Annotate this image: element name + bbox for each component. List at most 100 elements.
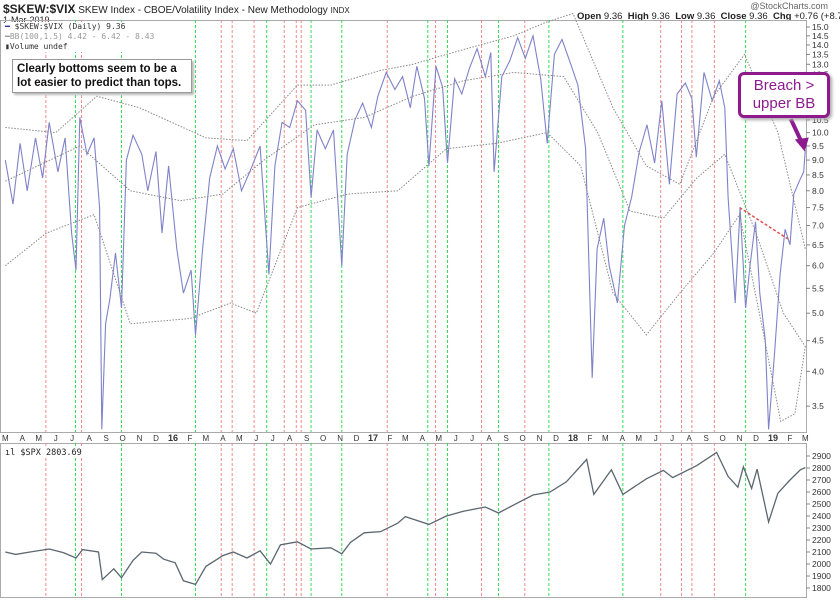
spx-y-tick-label: 2300 [812, 523, 831, 533]
spx-y-tick-label: 2200 [812, 535, 831, 545]
x-tick-label: A [220, 434, 226, 443]
x-tick-label: A [486, 434, 492, 443]
annotation-note: Clearly bottoms seem to be a lot easier … [12, 59, 192, 93]
x-tick-label: A [686, 434, 692, 443]
legend-bb-text: BB(100,1.5) 4.42 - 6.42 - 8.43 [9, 32, 155, 41]
y-tick-label: 4.0 [812, 366, 824, 376]
spx-y-tick-label: 2900 [812, 451, 831, 461]
x-tick-label: D [753, 434, 759, 443]
x-tick-label: A [420, 434, 426, 443]
chg-label: Chg [772, 11, 792, 22]
y-tick-label: 5.5 [812, 283, 824, 293]
x-tick-label: J [670, 434, 674, 443]
y-tick-label: 4.5 [812, 336, 824, 346]
spx-y-tick-label: 2700 [812, 475, 831, 485]
x-tick-label: M [435, 434, 442, 443]
y-tick-label: 10.0 [812, 128, 829, 138]
close-value: 9.36 [749, 11, 768, 22]
watermark: @StockCharts.com [750, 1, 828, 11]
x-tick-label: F [788, 434, 793, 443]
candlestick-icon: ıl [5, 448, 16, 458]
open-value: 9.36 [603, 11, 623, 22]
low-value: 9.36 [696, 11, 716, 22]
chart-title: $SKEW:$VIX SKEW Index - CBOE/Volatility … [3, 2, 350, 16]
x-tick-label: F [388, 434, 393, 443]
symbol: $SKEW:$VIX [3, 2, 76, 16]
y-tick-label: 7.5 [812, 203, 824, 213]
spx-y-tick-label: 2100 [812, 547, 831, 557]
spx-y-tick-label: 1900 [812, 571, 831, 581]
x-tick-label: 18 [568, 433, 578, 443]
spx-y-tick-label: 2800 [812, 463, 831, 473]
legend: ━ $SKEW:$VIX (Daily) 9.36 ━BB(100,1.5) 4… [5, 22, 155, 52]
legend-series-text: $SKEW:$VIX (Daily) 9.36 [14, 22, 126, 31]
bollinger-band-line [5, 12, 806, 250]
legend-bb: ━BB(100,1.5) 4.42 - 6.42 - 8.43 [5, 32, 154, 42]
x-tick-label: J [70, 434, 74, 443]
y-tick-label: 3.5 [812, 401, 824, 411]
ohlc-readout: Open 9.36 High 9.36 Low 9.36 Close 9.36 … [577, 11, 840, 22]
x-tick-label: M [2, 434, 9, 443]
y-tick-label: 6.5 [812, 240, 824, 250]
x-tick-label: D [553, 434, 559, 443]
line-swatch-icon: ━ [5, 22, 10, 31]
x-tick-label: M [635, 434, 642, 443]
bollinger-band-line [5, 71, 806, 347]
y-tick-label: 13.5 [812, 49, 829, 59]
x-tick-label: J [271, 434, 275, 443]
legend-volume: ▮Volume undef [5, 42, 154, 52]
x-tick-label: J [470, 434, 474, 443]
x-tick-label: M [802, 434, 809, 443]
x-tick-label: A [287, 434, 293, 443]
x-tick-label: N [337, 434, 343, 443]
legend-volume-text: Volume undef [9, 42, 68, 51]
y-tick-label: 9.0 [812, 155, 824, 165]
line-swatch-icon: ━ [5, 32, 10, 41]
y-tick-label: 9.5 [812, 141, 824, 151]
x-tick-label: 19 [768, 433, 778, 443]
y-tick-label: 8.0 [812, 186, 824, 196]
spx-y-tick-label: 2000 [812, 559, 831, 569]
description: SKEW Index - CBOE/Volatility Index - New… [78, 5, 328, 16]
y-tick-label: 10.5 [812, 115, 829, 125]
x-tick-label: J [654, 434, 658, 443]
x-tick-label: J [254, 434, 258, 443]
x-tick-label: M [402, 434, 409, 443]
x-tick-label: 17 [368, 433, 378, 443]
chg-value: +0.76 (+8.78%) [794, 11, 840, 22]
spx-y-tick-label: 1800 [812, 583, 831, 593]
y-tick-label: 14.5 [812, 31, 829, 41]
x-tick-label: O [320, 434, 326, 443]
x-tick-label: 16 [168, 433, 178, 443]
y-tick-label: 7.0 [812, 221, 824, 231]
x-tick-label: M [203, 434, 210, 443]
spx-panel-frame [0, 443, 807, 598]
x-tick-label: A [20, 434, 26, 443]
x-tick-label: S [304, 434, 309, 443]
spx-legend: ıl $SPX 2803.69 [5, 448, 82, 458]
exchange: INDX [330, 6, 350, 15]
x-tick-label: N [137, 434, 143, 443]
x-tick-label: O [119, 434, 125, 443]
y-tick-label: 15.0 [812, 22, 829, 32]
main-panel-frame [0, 20, 807, 433]
low-label: Low [675, 11, 695, 22]
volume-bars-icon: ▮ [5, 42, 10, 51]
callout-arrow-head-icon [794, 137, 809, 152]
x-tick-label: D [354, 434, 360, 443]
x-tick-label: A [620, 434, 626, 443]
x-tick-label: N [737, 434, 743, 443]
x-tick-label: F [188, 434, 193, 443]
x-tick-label: S [703, 434, 708, 443]
spx-line [5, 451, 806, 586]
y-tick-label: 5.0 [812, 308, 824, 318]
x-tick-label: O [719, 434, 725, 443]
high-value: 9.36 [651, 11, 670, 22]
high-label: High [627, 11, 649, 22]
open-label: Open [577, 11, 602, 22]
close-label: Close [720, 11, 747, 22]
spx-y-tick-label: 2600 [812, 487, 831, 497]
x-tick-label: S [103, 434, 108, 443]
skew-vix-line [4, 33, 806, 430]
